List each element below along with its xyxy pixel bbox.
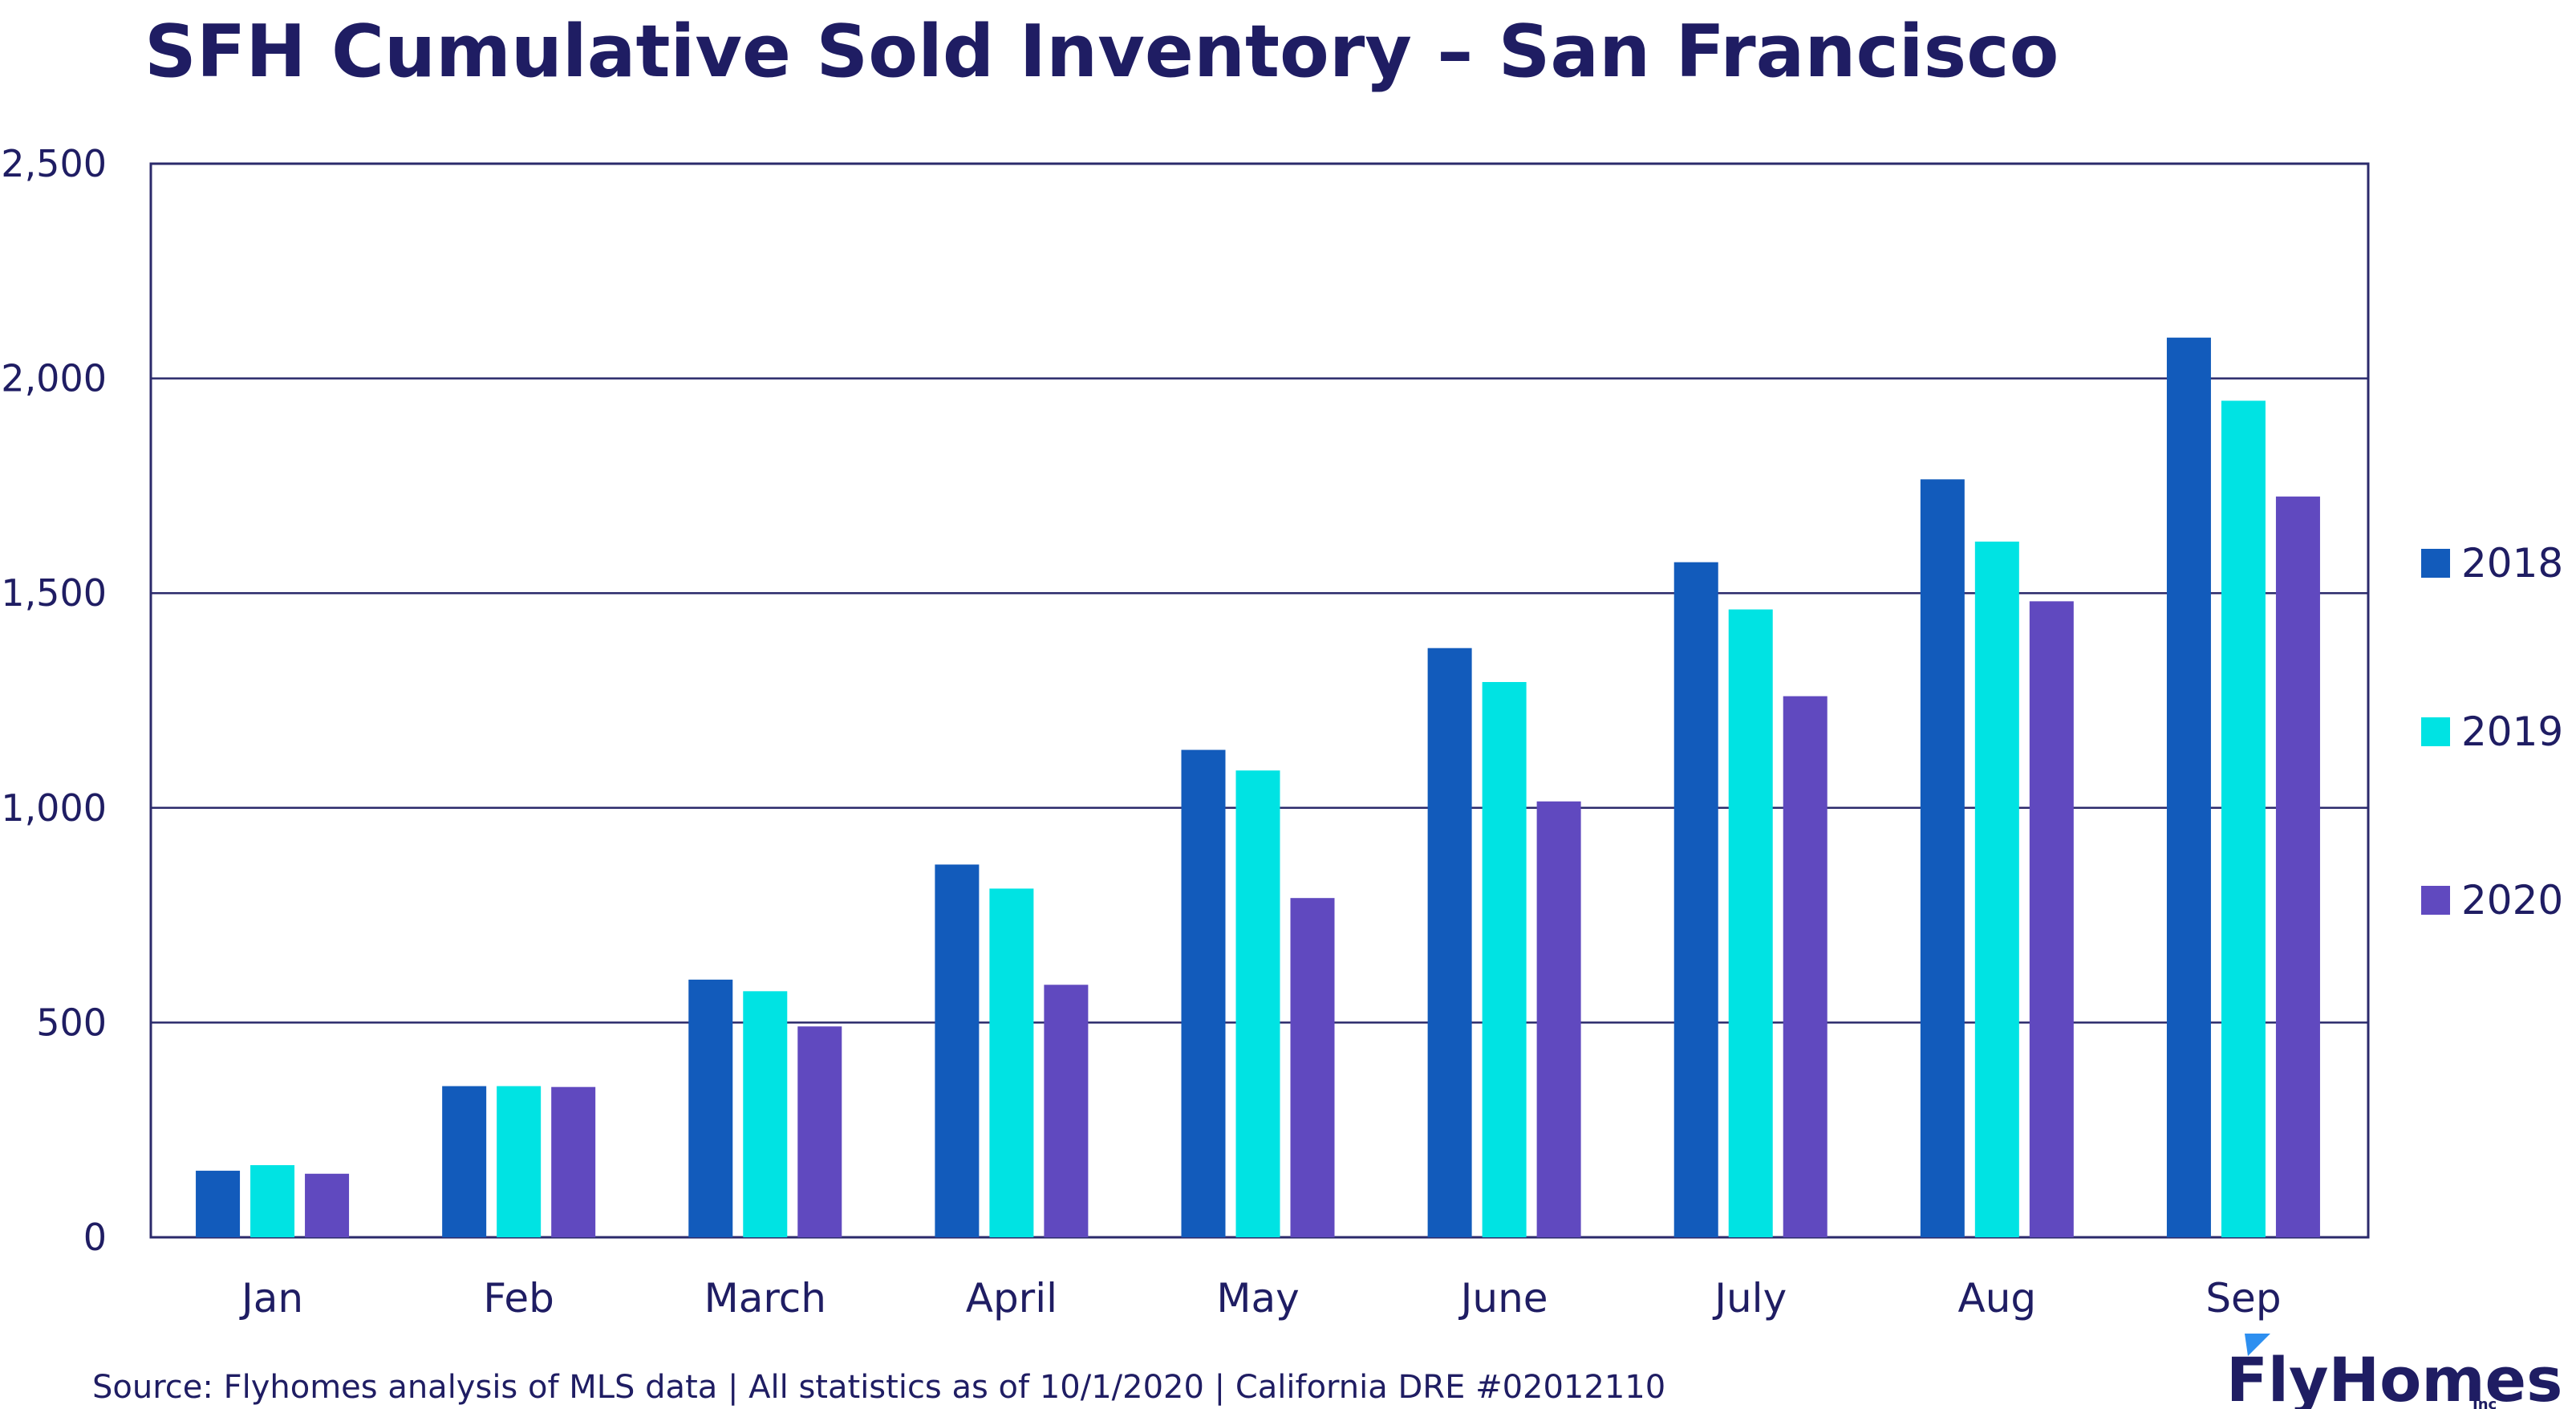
flyhomes-logo: FlyHomes Inc [2226,1334,2562,1409]
bar-2018 [1427,648,1472,1237]
x-tick-label: April [966,1275,1057,1322]
bar-2019 [2221,400,2266,1237]
legend-swatch-2019 [2421,717,2450,746]
y-tick-label: 0 [83,1216,107,1259]
x-tick-label: Feb [483,1275,554,1322]
y-tick-label: 500 [36,1001,107,1044]
x-tick-label: Sep [2205,1275,2281,1322]
x-axis-ticks: Jan Feb March April May June July Aug Sep [239,1275,2282,1322]
bar-2018 [2166,337,2211,1238]
source-note: Source: Flyhomes analysis of MLS data | … [92,1369,1665,1406]
x-tick-label: March [704,1275,826,1322]
bar-2019 [989,888,1034,1237]
bar-2019 [1974,541,2019,1237]
bar-2020 [1783,696,1828,1237]
bar-2018 [688,979,733,1237]
bar-2020 [2275,496,2320,1237]
bar-2020 [2029,601,2074,1237]
bar-2020 [1044,985,1089,1237]
bar-2019 [1482,681,1527,1237]
bar-2018 [1181,749,1226,1237]
bar-2018 [935,864,980,1237]
legend-label: 2020 [2461,877,2563,924]
chart-title: SFH Cumulative Sold Inventory – San Fran… [144,10,2059,94]
legend-swatch-2018 [2421,549,2450,578]
x-tick-label: June [1458,1275,1548,1322]
bar-2018 [1920,479,1965,1237]
logo-suffix: Inc [2473,1396,2497,1409]
bar-2019 [497,1086,542,1237]
bar-2018 [1673,562,1718,1237]
bars [196,337,2320,1238]
y-tick-label: 1,000 [1,786,107,830]
x-tick-label: July [1712,1275,1787,1322]
bar-2019 [743,991,788,1237]
y-tick-label: 1,500 [1,571,107,615]
bar-2020 [797,1026,842,1237]
bar-2018 [442,1086,487,1237]
flyhomes-logo-mark [2245,1334,2270,1356]
legend-swatch-2020 [2421,886,2450,915]
y-tick-label: 2,500 [1,142,107,185]
bar-2020 [1536,801,1581,1237]
x-tick-label: Aug [1958,1275,2037,1322]
legend-label: 2018 [2461,540,2563,587]
bar-2020 [305,1173,350,1237]
logo-name: FlyHomes [2226,1344,2562,1409]
bar-2020 [551,1086,596,1237]
y-axis-ticks: 0 500 1,000 1,500 2,000 2,500 [1,142,107,1259]
x-tick-label: May [1216,1275,1299,1322]
bar-2019 [1235,770,1280,1237]
bar-2019 [1728,609,1773,1237]
legend: 2018 2019 2020 [2421,540,2563,924]
bar-2019 [250,1165,295,1237]
legend-label: 2019 [2461,709,2563,755]
x-tick-label: Jan [239,1275,303,1322]
y-tick-label: 2,000 [1,357,107,400]
bar-2020 [1290,898,1335,1237]
bar-2018 [196,1171,241,1237]
